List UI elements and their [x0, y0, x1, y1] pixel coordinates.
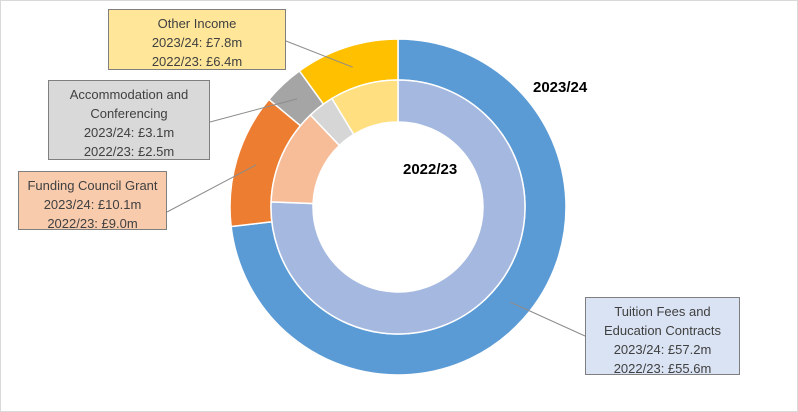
callout-line: Other Income — [157, 16, 237, 31]
callout-line: 2022/23: £6.4m — [151, 54, 243, 69]
callout-line: 2022/23: £55.6m — [613, 361, 712, 376]
callout-accommodation: Accommodation and Conferencing 2023/24: … — [48, 80, 210, 160]
leader-line-other-income — [285, 40, 353, 68]
callout-line: Tuition Fees and — [614, 304, 711, 319]
inner-slice-tuition-fees — [270, 79, 526, 335]
inner-slice-other-income — [330, 79, 399, 136]
leader-line-funding-council-grant — [166, 164, 257, 213]
callout-other-income: Other Income 2023/24: £7.8m 2022/23: £6.… — [108, 9, 286, 70]
callout-line: 2022/23: £2.5m — [83, 144, 175, 159]
callout-line: 2023/24: £10.1m — [43, 197, 142, 212]
callout-line: Funding Council Grant — [27, 178, 158, 193]
callout-line: 2022/23: £9.0m — [47, 216, 138, 231]
leader-line-tuition-fees — [509, 301, 586, 337]
callout-line: Conferencing — [90, 106, 168, 121]
callout-line: 2023/24: £57.2m — [613, 342, 712, 357]
callout-line: Accommodation and — [69, 87, 189, 102]
callout-line: Education Contracts — [603, 323, 722, 338]
callout-tuition-fees: Tuition Fees and Education Contracts 202… — [585, 297, 740, 376]
outer-ring-label: 2023/24 — [533, 79, 588, 96]
callout-funding-council-grant: Funding Council Grant 2023/24: £10.1m 20… — [18, 171, 167, 231]
callout-line: 2023/24: £3.1m — [83, 125, 175, 140]
callout-line: 2023/24: £7.8m — [151, 35, 243, 50]
leader-line-accommodation — [209, 98, 298, 123]
inner-ring-label: 2022/23 — [403, 161, 458, 178]
